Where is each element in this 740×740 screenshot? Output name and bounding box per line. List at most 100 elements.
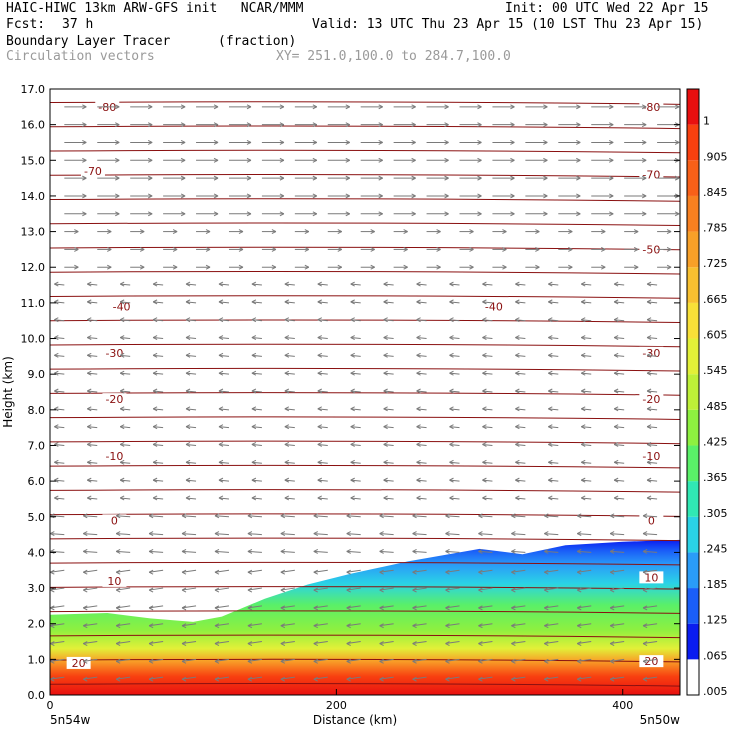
vector-arrowhead [674, 140, 680, 145]
vector-arrow [478, 641, 493, 645]
vector-arrow [346, 623, 361, 627]
contour-label-bg [639, 571, 664, 584]
vector-arrow [50, 515, 65, 518]
vector-arrowhead [247, 605, 253, 611]
vector-arrowhead [609, 140, 614, 145]
vector-arrow [149, 587, 164, 591]
vector-arrowhead [317, 388, 322, 394]
vector-arrowhead [83, 513, 88, 519]
vector-arrow [383, 443, 394, 446]
vector-arrowhead [633, 246, 639, 252]
vector-arrowhead [543, 104, 548, 110]
vector-arrowhead [548, 335, 553, 340]
vector-arrowhead [449, 477, 454, 483]
vector-arrowhead [515, 495, 520, 501]
vector-arrowhead [247, 641, 253, 646]
vector-arrowhead [251, 477, 257, 483]
contour-line [50, 125, 680, 130]
vector-arrowhead [119, 281, 125, 287]
vector-arrowhead [87, 495, 92, 501]
vector-arrowhead [346, 587, 351, 593]
vector-arrowhead [383, 335, 388, 340]
vector-arrowhead [147, 157, 153, 163]
vector-arrowhead [218, 388, 224, 394]
vector-arrow [251, 354, 262, 357]
vector-arrow [544, 658, 559, 662]
vector-arrowhead [544, 676, 549, 682]
vector-arrow [383, 426, 394, 429]
vector-arrowhead [345, 122, 350, 128]
vector-arrowhead [214, 623, 220, 629]
vector-arrowhead [609, 104, 614, 110]
contour-label-bg [80, 164, 105, 177]
contour-label-bg [109, 300, 134, 313]
contour-label: -30 [105, 347, 123, 360]
vector-arrowhead [403, 264, 408, 270]
vector-arrow [416, 426, 427, 429]
vector-arrowhead [609, 587, 615, 593]
vector-arrow [153, 497, 164, 500]
contour-line [50, 416, 680, 420]
vector-arrowhead [312, 157, 318, 163]
vector-arrow [515, 443, 526, 446]
vector-arrow [511, 550, 526, 553]
vector-arrow [50, 623, 65, 627]
vector-arrowhead [477, 157, 482, 163]
vector-arrowhead [646, 424, 652, 430]
vector-arrow [185, 497, 197, 500]
vector-arrowhead [613, 299, 619, 305]
vector-arrowhead [279, 193, 285, 199]
vector-arrow [412, 533, 427, 536]
vector-arrowhead [383, 406, 388, 412]
vector-arrowhead [482, 477, 487, 483]
vector-arrowhead [185, 406, 191, 412]
vector-arrow [284, 372, 295, 375]
vector-arrow [511, 515, 526, 518]
vector-arrow [185, 354, 197, 357]
vector-arrowhead [416, 442, 421, 447]
vector-arrowhead [613, 495, 619, 501]
vector-arrowhead [50, 531, 55, 537]
vector-arrow [280, 623, 295, 627]
vector-arrow [120, 408, 131, 411]
vector-arrowhead [214, 531, 220, 537]
vector-arrow [511, 658, 526, 662]
vector-arrowhead [181, 641, 187, 646]
vector-arrow [383, 408, 394, 411]
vector-arrow [87, 479, 98, 482]
vector-arrowhead [147, 211, 153, 217]
vector-arrow [83, 605, 98, 609]
vector-arrowhead [246, 157, 252, 163]
vector-arrow [185, 479, 197, 482]
colorbar-swatch [687, 89, 699, 125]
vector-arrowhead [54, 477, 59, 483]
vector-arrow [214, 658, 230, 662]
vector-arrowhead [482, 281, 487, 287]
colorbar-swatch [687, 623, 699, 660]
vector-arrowhead [601, 229, 606, 235]
vector-arrow [50, 676, 65, 680]
vector-arrowhead [218, 442, 224, 447]
vector-arrow [482, 497, 493, 500]
vector-arrowhead [87, 335, 92, 340]
vector-arrowhead [478, 569, 483, 575]
vector-arrow [647, 443, 658, 446]
y-tick-label: 11.0 [21, 297, 46, 310]
vector-arrow [610, 641, 625, 645]
vector-arrowhead [172, 229, 178, 235]
vector-arrowhead [416, 406, 421, 412]
vector-arrow [478, 515, 493, 518]
vector-arrowhead [251, 495, 257, 501]
vector-arrowhead [576, 193, 581, 199]
vector-arrowhead [601, 246, 606, 252]
vector-arrowhead [74, 264, 79, 270]
vector-arrow [647, 372, 658, 375]
vector-arrow [416, 408, 427, 411]
vector-arrowhead [548, 406, 553, 412]
vector-arrow [317, 426, 328, 429]
vector-arrowhead [115, 140, 120, 145]
vector-arrowhead [185, 335, 191, 340]
vector-arrowhead [115, 175, 120, 181]
vector-arrowhead [246, 175, 252, 181]
vector-arrow [87, 354, 98, 357]
